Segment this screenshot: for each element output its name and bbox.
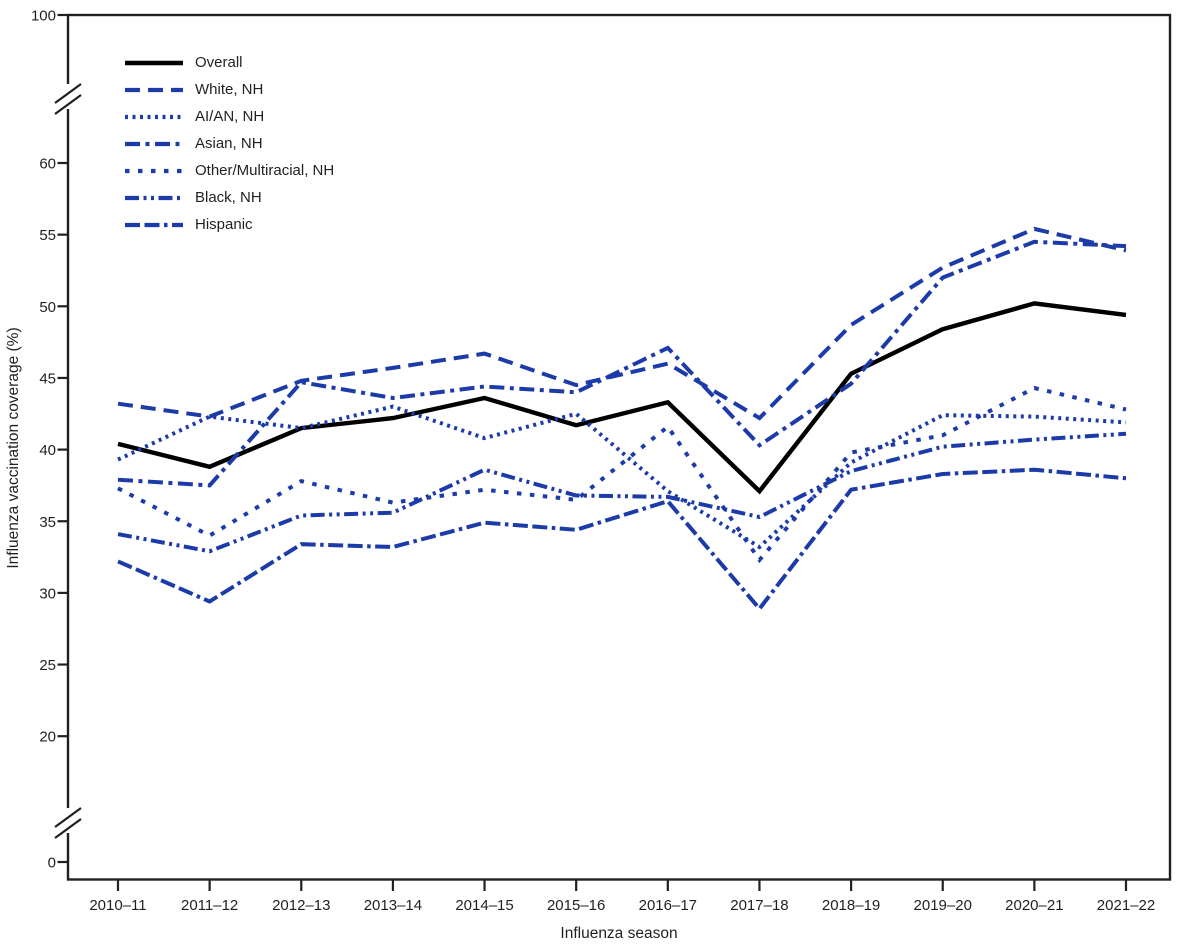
y-axis-title: Influenza vaccination coverage (%)	[5, 327, 22, 569]
axis-break-slash	[54, 818, 82, 839]
legend-line-sample	[125, 87, 183, 92]
legend-label: Black, NH	[195, 189, 262, 206]
legend-item-overall: Overall	[124, 49, 334, 76]
legend-label: Hispanic	[195, 216, 253, 233]
series-line-hispanic	[117, 467, 1127, 612]
legend-item-asian-nh: Asian, NH	[124, 130, 334, 157]
legend-line-sample	[125, 168, 183, 173]
x-tick-label: 2021–22	[1097, 897, 1155, 914]
y-tick-label: 35	[39, 514, 56, 531]
legend-label: White, NH	[195, 81, 264, 98]
plot-frame	[66, 13, 1172, 881]
y-tick-label: 60	[39, 156, 56, 173]
y-tick-label: 30	[39, 585, 56, 602]
series-line-other-multiracial-nh	[117, 385, 1127, 564]
x-tick-label: 2013–14	[364, 897, 422, 914]
y-tick-label: 20	[39, 729, 56, 746]
legend-line-sample	[125, 141, 183, 146]
legend-item-black-nh: Black, NH	[124, 184, 334, 211]
axis-break-slash	[54, 94, 82, 115]
legend-line-sample	[125, 222, 183, 227]
x-tick-label: 2015–16	[547, 897, 605, 914]
x-tick-label: 2019–20	[914, 897, 972, 914]
axis-break-slash	[54, 807, 82, 828]
legend-line-sample	[125, 195, 183, 200]
legend-item-white-nh: White, NH	[124, 76, 334, 103]
legend-line-sample	[125, 114, 183, 119]
legend-item-other-multiracial-nh: Other/Multiracial, NH	[124, 157, 334, 184]
y-tick-label: 50	[39, 299, 56, 316]
legend-label: Other/Multiracial, NH	[195, 162, 335, 179]
y-tick-label: 40	[39, 442, 56, 459]
x-tick-label: 2017–18	[730, 897, 788, 914]
legend-item-hispanic: Hispanic	[124, 211, 334, 238]
x-axis-title: Influenza season	[560, 925, 678, 942]
x-tick-label: 2020–21	[1005, 897, 1063, 914]
series-line-asian-nh	[117, 239, 1127, 488]
legend-label: Asian, NH	[195, 135, 263, 152]
y-tick-label: 25	[39, 657, 56, 674]
legend-label: Overall	[195, 54, 243, 71]
x-tick-label: 2014–15	[455, 897, 513, 914]
legend-item-ai-an-nh: AI/AN, NH	[124, 103, 334, 130]
x-tick-label: 2011–12	[181, 897, 238, 914]
legend-label: AI/AN, NH	[195, 108, 265, 125]
x-tick-label: 2018–19	[822, 897, 880, 914]
y-tick-label: 100	[31, 8, 56, 25]
series-line-black-nh	[117, 431, 1127, 554]
y-tick-label: 0	[48, 855, 56, 872]
y-tick-label: 55	[39, 227, 56, 244]
y-tick-label: 45	[39, 370, 56, 387]
legend-line-sample	[125, 60, 183, 65]
series-line-overall	[117, 301, 1127, 495]
x-tick-label: 2010–11	[89, 897, 146, 914]
series-line-ai-an-nh	[117, 404, 1127, 550]
axis-break-slash	[54, 83, 82, 104]
series-line-white-nh	[117, 226, 1127, 421]
x-tick-label: 2016–17	[639, 897, 697, 914]
legend: Overall White, NH AI/AN, NH Asian, NH Other/…	[124, 49, 334, 238]
x-tick-label: 2012–13	[272, 897, 330, 914]
